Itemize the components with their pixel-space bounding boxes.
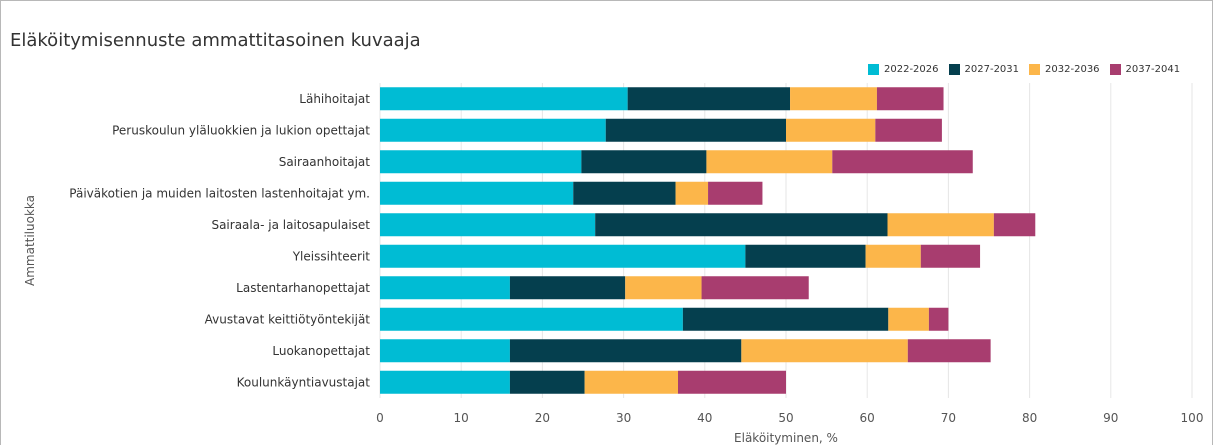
category-label: Avustavat keittiötyöntekijät — [205, 312, 371, 326]
legend-item[interactable]: 2037-2041 — [1109, 64, 1181, 75]
bar-segment[interactable] — [380, 276, 510, 300]
legend-label: 2027-2031 — [964, 64, 1020, 75]
bar-segment[interactable] — [706, 150, 833, 174]
x-tick-label: 70 — [941, 411, 956, 425]
bar-segment[interactable] — [380, 181, 574, 205]
bar-segment[interactable] — [865, 244, 921, 268]
x-tick-label: 10 — [454, 411, 469, 425]
legend-swatch — [868, 64, 879, 75]
bar-segment[interactable] — [786, 118, 876, 142]
category-label: Lähihoitajat — [299, 92, 370, 106]
bar-segment[interactable] — [741, 339, 908, 363]
bar-segment[interactable] — [832, 150, 973, 174]
x-axis-title: Eläköityminen, % — [734, 431, 838, 445]
bar-segment[interactable] — [675, 181, 709, 205]
bar-segment[interactable] — [605, 118, 786, 142]
legend-swatch — [948, 64, 960, 75]
bar-segment[interactable] — [888, 307, 929, 331]
category-label: Luokanopettajat — [272, 344, 370, 358]
bar-segment[interactable] — [380, 370, 510, 394]
x-tick-label: 80 — [1022, 411, 1037, 425]
category-labels: Lähihoitajat Peruskoulun yläluokkien ja l… — [69, 92, 370, 390]
legend-item[interactable]: 2027-2031 — [948, 64, 1020, 75]
bar-segment[interactable] — [907, 339, 991, 363]
bar-segment[interactable] — [380, 339, 510, 363]
bar-segment[interactable] — [380, 87, 628, 111]
x-tick-label: 40 — [697, 411, 712, 425]
bar-segment[interactable] — [509, 339, 742, 363]
chart-legend: 2022-2026 2027-2031 2032-2036 2037-2041 — [868, 64, 1190, 75]
x-tick-label: 90 — [1103, 411, 1118, 425]
legend-label: 2032-2036 — [1045, 64, 1100, 75]
bar-segment[interactable] — [380, 118, 606, 142]
bar-segment[interactable] — [887, 213, 994, 237]
bar-segment[interactable] — [380, 244, 746, 268]
y-axis-title: Ammattiluokka — [23, 195, 37, 286]
x-tick-label: 20 — [535, 411, 550, 425]
bar-segment[interactable] — [380, 150, 582, 174]
legend-swatch — [1029, 64, 1041, 75]
bar-segment[interactable] — [595, 213, 888, 237]
x-tick-label: 100 — [1181, 411, 1204, 425]
legend-item[interactable]: 2022-2026 — [868, 64, 939, 75]
x-tick-label: 60 — [860, 411, 875, 425]
legend-label: 2022-2026 — [884, 64, 939, 75]
bar-segment[interactable] — [509, 276, 626, 300]
bar-segment[interactable] — [876, 87, 944, 111]
x-tick-labels: 0 10 20 30 40 50 60 70 80 90 100 — [376, 411, 1203, 425]
legend-item[interactable]: 2032-2036 — [1029, 64, 1100, 75]
bar-segment[interactable] — [993, 213, 1036, 237]
bar-segment[interactable] — [708, 181, 763, 205]
bar-segment[interactable] — [627, 87, 791, 111]
bar-series — [380, 87, 1036, 394]
bar-segment[interactable] — [625, 276, 702, 300]
category-label: Koulunkäyntiavustajat — [237, 375, 371, 389]
bar-segment[interactable] — [573, 181, 676, 205]
category-label: Lastentarhanopettajat — [236, 281, 370, 295]
x-tick-label: 0 — [376, 411, 384, 425]
bar-segment[interactable] — [380, 213, 596, 237]
x-tick-label: 50 — [778, 411, 793, 425]
bar-segment[interactable] — [380, 307, 683, 331]
category-label: Peruskoulun yläluokkien ja lukion opetta… — [112, 123, 370, 137]
bar-segment[interactable] — [701, 276, 809, 300]
bar-segment[interactable] — [928, 307, 949, 331]
category-label: Sairaanhoitajat — [279, 155, 371, 169]
legend-swatch — [1109, 64, 1121, 75]
category-label: Sairaala- ja laitosapulaiset — [211, 218, 370, 232]
bar-segment[interactable] — [790, 87, 877, 111]
bar-segment[interactable] — [920, 244, 981, 268]
bar-segment[interactable] — [584, 370, 679, 394]
x-tick-label: 30 — [616, 411, 631, 425]
chart-title: Eläköitymisennuste ammattitasoinen kuvaa… — [10, 30, 421, 51]
bar-segment[interactable] — [581, 150, 707, 174]
category-label: Päiväkotien ja muiden laitosten lastenho… — [69, 186, 370, 200]
bar-segment[interactable] — [678, 370, 786, 394]
legend-label: 2037-2041 — [1125, 64, 1181, 75]
bar-segment[interactable] — [682, 307, 889, 331]
category-label: Yleissihteerit — [292, 249, 371, 263]
bar-segment[interactable] — [745, 244, 866, 268]
bar-segment[interactable] — [875, 118, 942, 142]
bar-segment[interactable] — [509, 370, 585, 394]
